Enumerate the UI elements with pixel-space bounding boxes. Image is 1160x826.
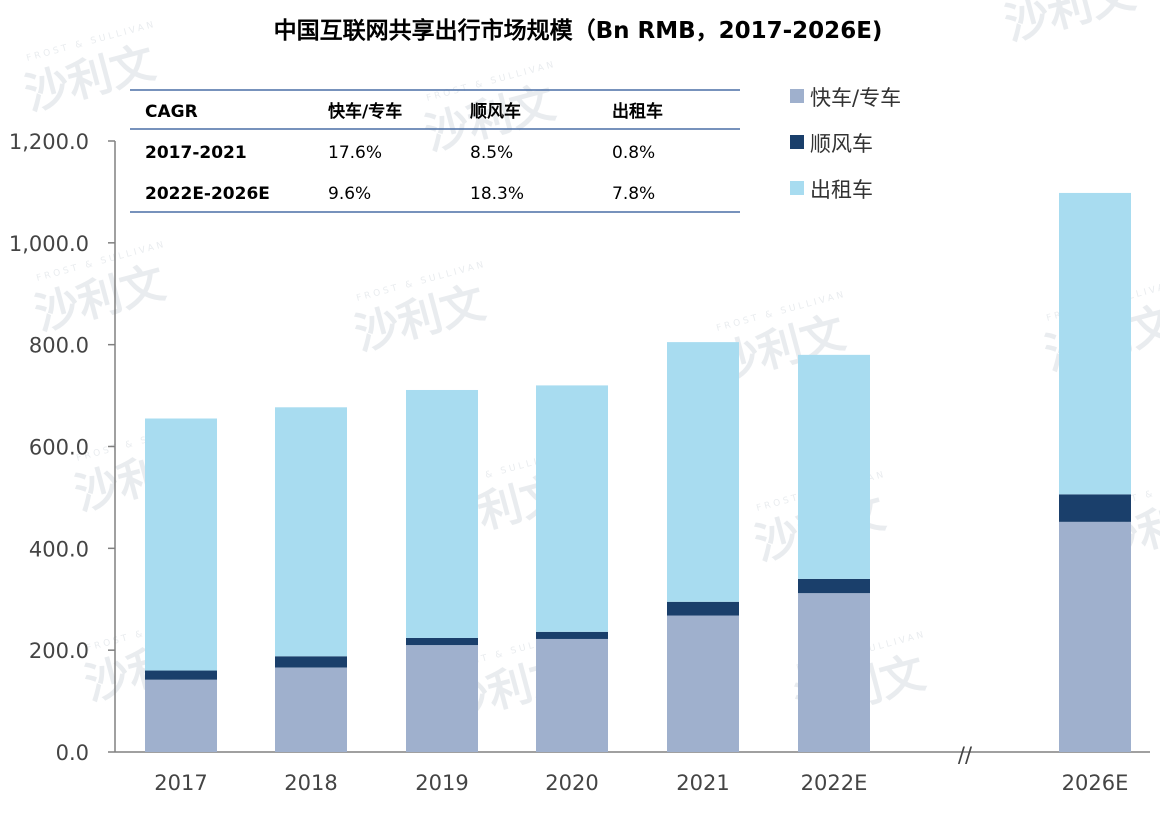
legend-swatch — [790, 181, 804, 195]
cagr-table: CAGR 快车/专车 顺风车 出租车 2017-2021 17.6% 8.5% 0.8% 202… — [130, 89, 740, 213]
bar-segment-express — [406, 645, 478, 752]
legend-label: 出租车 — [810, 178, 873, 202]
chart-title: 中国互联网共享出行市场规模（Bn RMB，2017-2026E) — [274, 17, 883, 44]
bar-segment-express — [145, 679, 217, 752]
table-header-cell: CAGR — [145, 102, 198, 122]
legend-label: 快车/专车 — [810, 86, 901, 110]
y-tick-label: 800.0 — [29, 334, 89, 358]
bar-segment-ride-share — [536, 631, 608, 639]
bar-segment-express — [275, 667, 347, 752]
bar-segment-taxi — [536, 385, 608, 632]
bar-segment-express — [1059, 521, 1131, 752]
bar-segment-taxi — [145, 418, 217, 671]
table-cell: 9.6% — [328, 184, 371, 204]
table-cell: 18.3% — [470, 184, 524, 204]
y-tick-label: 600.0 — [29, 436, 89, 460]
x-tick-label: 2021 — [676, 771, 729, 795]
x-tick-label: 2019 — [415, 771, 468, 795]
legend-label: 顺风车 — [810, 132, 873, 156]
table-cell: 0.8% — [612, 143, 655, 163]
table-cell: 2017-2021 — [145, 143, 247, 163]
bar-segment-express — [667, 615, 739, 752]
bar-segment-ride-share — [275, 656, 347, 668]
x-tick-label: 2018 — [284, 771, 337, 795]
bar-segment-taxi — [1059, 192, 1131, 495]
watermark-text: 沙利文 — [1000, 0, 1141, 51]
x-tick-label: 2017 — [154, 771, 207, 795]
y-tick-label: 1,200.0 — [9, 130, 89, 154]
legend-swatch — [790, 135, 804, 149]
bar-segment-taxi — [798, 354, 870, 579]
x-tick-label: 2026E — [1062, 771, 1129, 795]
bar-segment-ride-share — [1059, 494, 1131, 522]
bar-segment-taxi — [406, 389, 478, 638]
table-cell: 17.6% — [328, 143, 382, 163]
bar-segment-express — [536, 638, 608, 752]
y-tick-label: 400.0 — [29, 537, 89, 561]
x-tick-label: 2022E — [801, 771, 868, 795]
bars — [145, 192, 1131, 752]
bar-segment-express — [798, 593, 870, 752]
y-tick-label: 0.0 — [56, 741, 89, 765]
x-tick-label: 2020 — [545, 771, 598, 795]
bar-segment-ride-share — [145, 670, 217, 680]
bar-segment-ride-share — [406, 637, 478, 646]
table-header-cell: 出租车 — [612, 101, 663, 122]
table-cell: 8.5% — [470, 143, 513, 163]
bar-segment-taxi — [275, 407, 347, 657]
table-cell: 2022E-2026E — [145, 184, 270, 204]
bar-segment-ride-share — [798, 578, 870, 594]
bar-segment-taxi — [667, 342, 739, 602]
legend-swatch — [790, 89, 804, 103]
y-tick-label: 1,000.0 — [9, 232, 89, 256]
table-header-cell: 顺风车 — [470, 101, 521, 122]
axes: 0.0 200.0 400.0 600.0 800.0 1,000.0 1,200.0 201… — [9, 130, 1150, 795]
table-cell: 7.8% — [612, 184, 655, 204]
table-header-cell: 快车/专车 — [328, 101, 402, 122]
bar-segment-ride-share — [667, 601, 739, 616]
y-tick-label: 200.0 — [29, 639, 89, 663]
axis-break-mark: // — [958, 743, 973, 767]
